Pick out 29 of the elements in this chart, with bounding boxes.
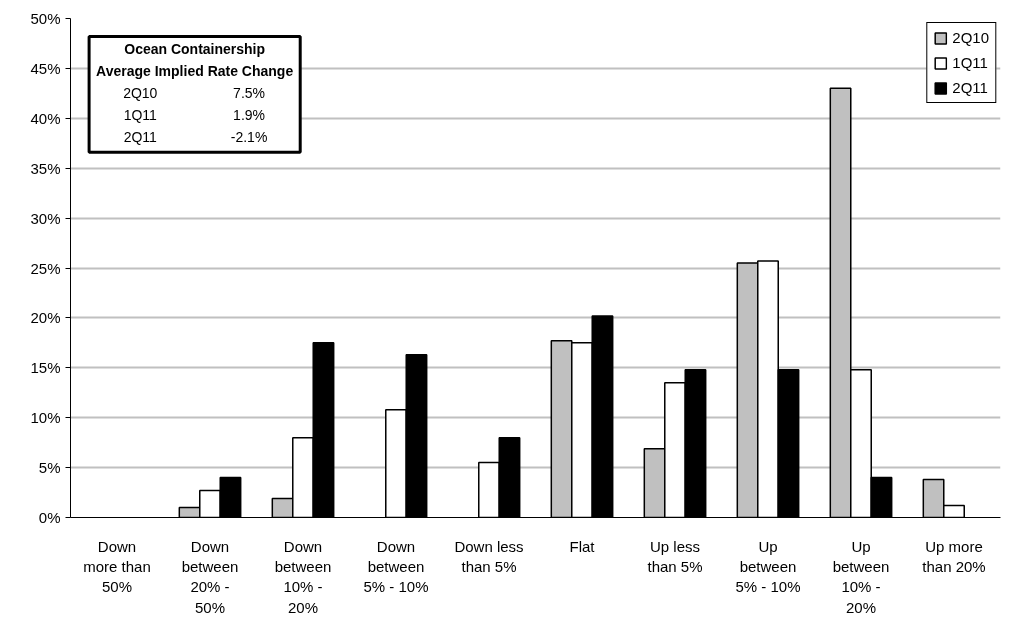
y-tick-label: 50% xyxy=(30,10,61,27)
y-tick-label: 30% xyxy=(30,209,61,227)
annotation: Average Implied Rate Change xyxy=(96,63,294,80)
legend-label: 2Q11 xyxy=(952,79,988,96)
y-tick-label: 5% xyxy=(38,459,61,477)
x-tick-label: Down less than 5% xyxy=(454,537,524,575)
legend-label: 1Q11 xyxy=(952,54,988,71)
x-tick-label: Up between 10% - 20% xyxy=(832,537,890,616)
x-tick-label: Down between 20% - 50% xyxy=(181,537,239,616)
annotation: Ocean Containership xyxy=(124,41,266,58)
text: 2Q11 -2.1% xyxy=(123,129,268,146)
y-tick-label: 15% xyxy=(30,359,61,377)
x-tick-label: Flat xyxy=(569,537,596,555)
legend-label: 2Q10 xyxy=(952,29,989,46)
y-tick-label: 25% xyxy=(30,259,61,277)
x-tick-label: Up more than 20% xyxy=(922,537,986,575)
y-tick-label: 0% xyxy=(38,509,61,526)
y-tick-label: 20% xyxy=(30,309,61,327)
text: 1Q11 1.9% xyxy=(123,107,266,124)
x-tick-label: Up between 5% - 10% xyxy=(735,537,801,596)
x-tick-label: Down between 5% - 10% xyxy=(363,537,429,596)
y-tick-label: 40% xyxy=(30,109,61,127)
x-tick-label: Down more than 50% xyxy=(83,537,151,596)
x-tick-label: Up less than 5% xyxy=(647,537,703,575)
y-tick-label: 35% xyxy=(30,159,61,177)
y-tick-label: 45% xyxy=(30,59,61,77)
text: 2Q10 7.5% xyxy=(123,85,266,102)
x-tick-label: Down between 10% - 20% xyxy=(274,537,332,616)
y-tick-label: 10% xyxy=(30,409,61,427)
